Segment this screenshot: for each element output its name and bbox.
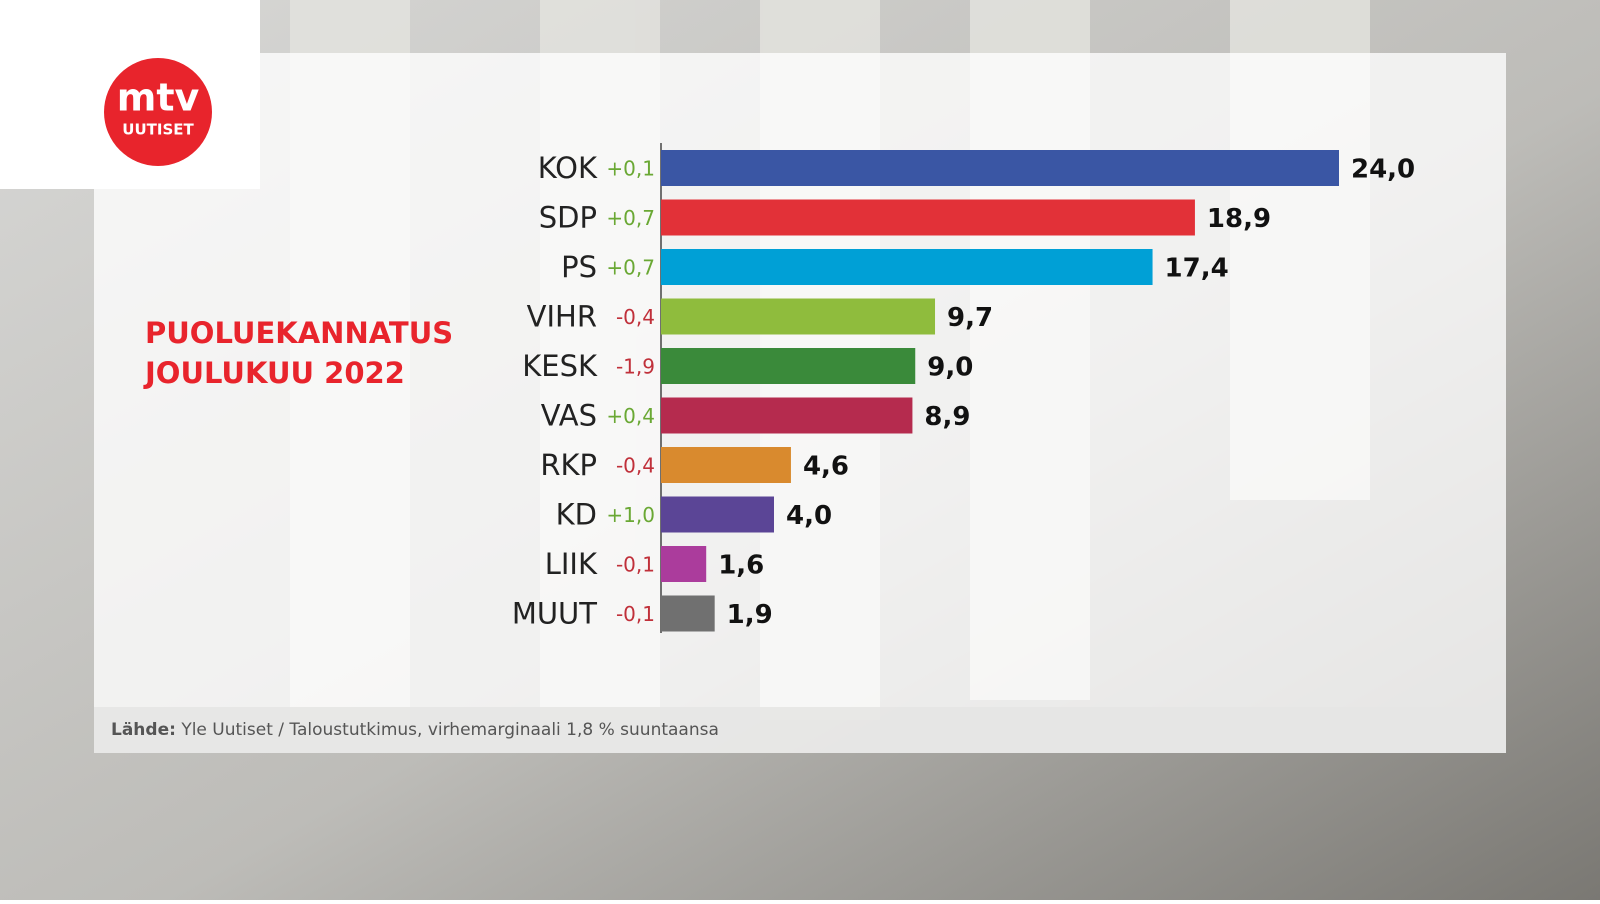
bar (661, 199, 1195, 236)
source-text: Yle Uutiset / Taloustutkimus, virhemargi… (180, 720, 719, 740)
bar (661, 150, 1339, 186)
value-label: 4,0 (786, 501, 832, 531)
change-label: -0,1 (616, 602, 655, 626)
bar (661, 496, 774, 533)
bar (661, 397, 913, 434)
value-label: 24,0 (1351, 155, 1415, 185)
bar (661, 595, 715, 632)
change-label: +0,1 (606, 157, 655, 181)
change-label: -0,1 (616, 553, 655, 577)
category-label: VAS (541, 399, 597, 433)
change-label: +0,4 (606, 404, 655, 428)
category-label: MUUT (512, 597, 597, 631)
value-label: 17,4 (1165, 254, 1229, 284)
logo-circle (104, 58, 212, 166)
value-label: 18,9 (1207, 204, 1271, 234)
source: Lähde: Yle Uutiset / Taloustutkimus, vir… (111, 720, 719, 740)
logo-name: mtv (117, 76, 200, 120)
category-label: RKP (540, 448, 597, 482)
change-label: -0,4 (616, 305, 655, 329)
bar (661, 348, 916, 384)
chart-title: PUOLUEKANNATUS (145, 316, 453, 350)
change-label: +1,0 (606, 503, 655, 527)
value-label: 4,6 (803, 452, 849, 482)
category-label: KD (556, 498, 597, 532)
change-label: -0,4 (616, 454, 655, 478)
bar (661, 298, 936, 335)
category-label: SDP (539, 201, 597, 235)
category-label: KOK (538, 151, 598, 185)
category-label: PS (561, 250, 597, 284)
value-label: 1,6 (718, 551, 764, 581)
category-label: LIIK (545, 547, 598, 581)
value-label: 9,0 (927, 353, 973, 383)
chart-subtitle: JOULUKUU 2022 (143, 356, 405, 390)
bar (661, 249, 1153, 285)
bar (661, 447, 791, 483)
value-label: 9,7 (947, 303, 993, 333)
category-label: VIHR (527, 300, 597, 334)
change-label: -1,9 (616, 355, 655, 379)
category-label: KESK (522, 349, 598, 383)
value-label: 8,9 (924, 402, 970, 432)
value-label: 1,9 (727, 600, 773, 630)
logo-sub: UUTISET (122, 121, 194, 139)
source-strip (94, 707, 1506, 753)
change-label: +0,7 (606, 256, 655, 280)
change-label: +0,7 (606, 206, 655, 230)
source-label: Lähde: (111, 720, 176, 740)
bar (661, 546, 707, 582)
